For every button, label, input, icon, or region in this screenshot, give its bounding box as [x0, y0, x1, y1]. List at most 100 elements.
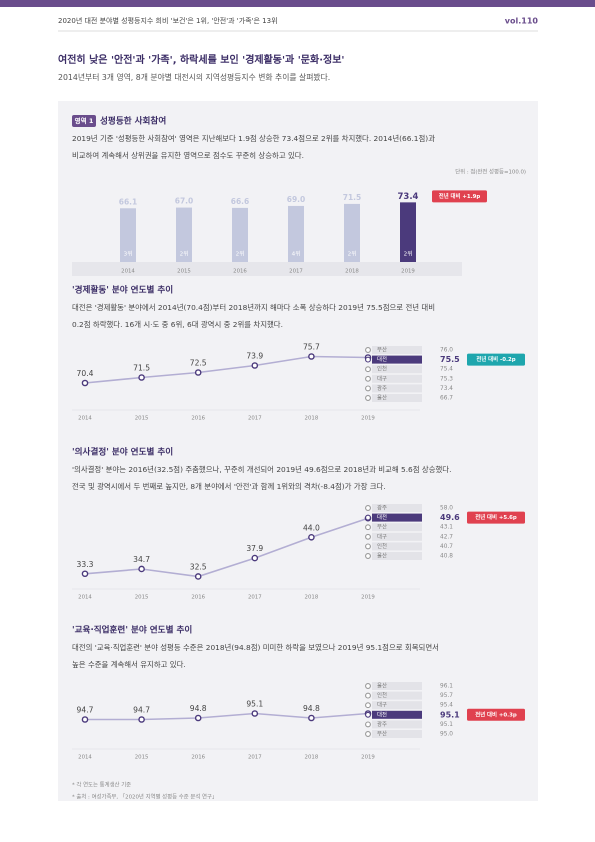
section-body: 비교하여 계속해서 상위권을 유지한 영역으로 점수도 꾸준히 상승하고 있다.: [72, 151, 304, 160]
volume: vol.110: [505, 17, 539, 26]
bar: [176, 207, 192, 262]
rank-marker: [365, 385, 371, 392]
rank-marker: [365, 395, 371, 401]
rank-value: 75.3: [440, 376, 453, 382]
bar-rank-label: 4위: [292, 250, 301, 258]
rank-marker: [365, 731, 371, 737]
rank-region: 대구: [377, 374, 387, 382]
point-label: 32.5: [190, 562, 207, 571]
bar-value-label: 73.4: [398, 192, 419, 202]
section-body: 높은 수준을 계속해서 유지하고 있다.: [72, 660, 186, 669]
article-title: 여전히 낮은 '안전'과 '가족', 하락세를 보인 '경제활동'과 '문화·정…: [58, 53, 344, 66]
callout: 전년 대비 -0.2p: [476, 355, 515, 363]
rank-row: [372, 682, 422, 690]
x-tick-label: 2017: [289, 269, 303, 275]
bar-rank-label: 2위: [348, 250, 357, 258]
rank-row: [372, 701, 422, 710]
x-tick-label: 2015: [135, 416, 149, 422]
bar-value-label: 67.0: [175, 197, 194, 206]
bar: [232, 207, 248, 262]
point-label: 94.7: [133, 706, 150, 715]
footnote: * 출처 : 여성가족부, 「2020년 지역별 성평등 수준 분석 연구」: [72, 793, 217, 801]
rank-marker: [365, 375, 371, 382]
rank-region: 울산: [377, 552, 387, 560]
rank-value: 75.5: [440, 355, 460, 364]
rank-region: 대전: [377, 355, 387, 363]
section-body: 대전은 '경제활동' 분야에서 2014년(70.4점)부터 2018년까지 해…: [72, 303, 435, 312]
rank-region: 인천: [377, 542, 387, 550]
rank-marker: [365, 347, 371, 353]
bar-value-label: 66.1: [119, 197, 138, 206]
point-label: 33.3: [77, 560, 94, 569]
section-heading: '의사결정' 분야 연도별 추이: [72, 446, 173, 458]
unit-note: 단위 : 점(완전 성평등=100.0): [455, 168, 526, 176]
rank-marker: [365, 533, 371, 540]
section-heading: '경제활동' 분야 연도별 추이: [72, 284, 173, 296]
point: [194, 573, 202, 580]
x-tick-label: 2016: [191, 595, 205, 601]
axis-band: [72, 262, 462, 276]
point-label: 44.0: [303, 523, 320, 532]
rank-row: [372, 504, 422, 512]
article-subtitle: 2014년부터 3개 영역, 8개 분야별 대전시의 지역성평등지수 변화 추이…: [58, 72, 330, 82]
bar-rank-label: 2위: [404, 250, 413, 258]
rank-value: 76.0: [440, 348, 453, 354]
rank-region: 대구: [377, 701, 387, 709]
rank-value: 40.8: [440, 554, 453, 560]
callout: 전년 대비 +5.6p: [475, 513, 517, 521]
badge-box: [72, 115, 96, 127]
bar-rank-label: 2위: [236, 250, 245, 258]
rank-marker: [365, 514, 371, 521]
rank-row: [372, 720, 422, 729]
point-label: 37.9: [246, 544, 263, 553]
rank-region: 대전: [377, 710, 387, 718]
rank-row: [372, 532, 422, 541]
point: [308, 714, 315, 722]
rank-row: [372, 730, 422, 738]
x-tick-label: 2014: [121, 269, 135, 275]
bar: [288, 205, 304, 262]
rank-row: [372, 346, 422, 354]
section-body: 대전의 '교육·직업훈련' 분야 성평등 수준은 2018년(94.8점) 미미…: [72, 643, 439, 652]
callout-box: [432, 190, 487, 203]
rank-marker: [365, 702, 371, 709]
rank-region: 광주: [377, 721, 387, 728]
rank-region: 울산: [377, 394, 387, 402]
rank-row: [372, 523, 422, 532]
bar-value-label: 66.6: [231, 197, 250, 206]
rank-region: 부산: [377, 730, 387, 738]
point: [251, 554, 259, 562]
bar: [120, 208, 136, 262]
rank-row: [372, 365, 422, 374]
footnote: * 각 연도는 통계생산 기준: [72, 781, 131, 789]
point-label: 94.7: [77, 706, 94, 715]
rank-marker: [365, 721, 371, 728]
rank-row: [372, 542, 422, 551]
rank-value: 73.4: [440, 386, 453, 392]
section-body: 0.2점 하락했다. 16개 시·도 중 6위, 6대 광역시 중 2위를 차지…: [72, 320, 283, 329]
rank-region: 대전: [377, 513, 387, 521]
section-heading: '교육·직업훈련' 분야 연도별 추이: [72, 624, 192, 636]
point: [308, 533, 315, 541]
rank-value: 95.4: [440, 703, 453, 709]
rank-value: 95.1: [440, 710, 460, 719]
x-tick-label: 2019: [361, 755, 375, 761]
x-tick-label: 2014: [78, 416, 92, 422]
callout-box: [467, 511, 525, 524]
rank-region: 광주: [377, 385, 387, 392]
callout: 전년 대비 +0.3p: [475, 710, 517, 718]
rank-row: [372, 710, 422, 719]
trend-line: [84, 517, 369, 578]
section-body: 전국 및 광역시에서 두 번째로 높지만, 8개 분야에서 '안전'과 함께 1…: [72, 482, 386, 491]
rank-marker: [365, 543, 371, 550]
x-tick-label: 2015: [135, 755, 149, 761]
x-tick-label: 2015: [135, 595, 149, 601]
point-label: 95.1: [246, 700, 263, 709]
point: [194, 369, 202, 376]
bar-rank-label: 2위: [180, 250, 189, 258]
x-tick-label: 2016: [191, 416, 205, 422]
trend-line: [84, 355, 369, 384]
point-label: 72.5: [190, 359, 207, 368]
